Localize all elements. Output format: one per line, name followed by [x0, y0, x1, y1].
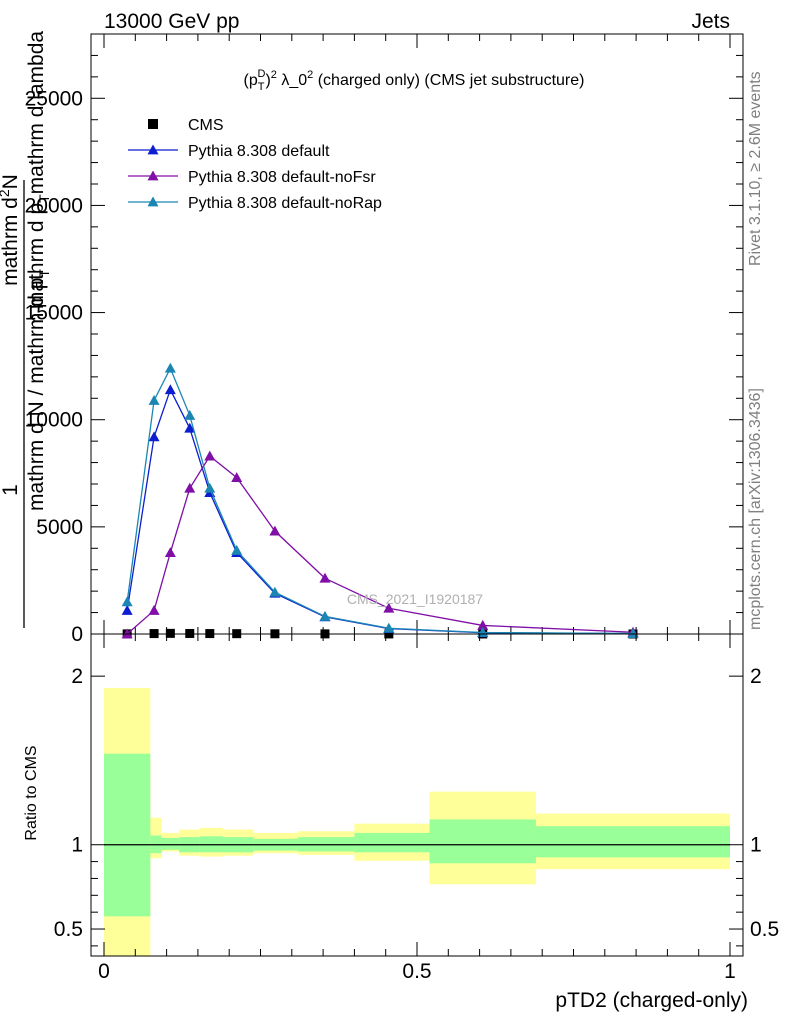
ratio-stat-band: [535, 826, 730, 858]
main-y-tick-label: 5000: [36, 516, 83, 539]
watermark: CMS_2021_I1920187: [347, 591, 483, 607]
x-axis-label: pTD2 (charged-only): [555, 989, 748, 1012]
x-tick-label: 0: [98, 960, 110, 983]
legend-item: Pythia 8.308 default: [128, 143, 330, 160]
mcplots-label: mcplots.cern.ch [arXiv:1306.3436]: [747, 388, 764, 630]
data-point-triangle: [383, 602, 395, 613]
legend-label: CMS: [188, 117, 224, 134]
data-point-triangle: [184, 422, 196, 433]
data-point-triangle: [121, 604, 133, 615]
data-point-triangle: [231, 544, 243, 555]
ylabel-num2-rest: N: [0, 174, 22, 189]
main-y-tick-label: 25000: [25, 87, 83, 110]
title-sup: D: [257, 68, 265, 80]
series-2: [121, 450, 639, 639]
ratio-stat-band: [354, 832, 430, 853]
data-point-triangle: [164, 384, 176, 395]
main-y-tick-label: 10000: [25, 409, 83, 432]
ylabel-numerator: 1: [0, 484, 22, 496]
data-point-triangle: [164, 547, 176, 557]
header-right: Jets: [691, 10, 730, 33]
data-point-triangle: [184, 409, 196, 420]
header-left: 13000 GeV pp: [104, 10, 239, 33]
title-sub: T: [258, 81, 265, 93]
data-point-triangle: [231, 472, 243, 482]
x-tick-label: 1: [724, 960, 736, 983]
ratio-y-tick-label-left: 2: [71, 665, 83, 688]
ratio-y-tick-label-left: 1: [71, 834, 83, 857]
legend-label: Pythia 8.308 default-noFsr: [188, 169, 376, 186]
legend-marker-triangle: [147, 144, 159, 155]
ratio-y-tick-label-left: 0.5: [54, 918, 83, 941]
legend-label: Pythia 8.308 default-noRap: [188, 195, 382, 212]
svg-text:1: 1: [0, 484, 22, 496]
ylabel-den2-pre: mathrm d p: [25, 203, 48, 309]
ylabel-den2-rest: mathrm d lambda: [25, 31, 48, 195]
data-point-square: [165, 628, 175, 638]
data-point-square: [185, 628, 195, 638]
title-close: ): [265, 72, 270, 89]
ratio-plot-frame: [90, 633, 744, 957]
data-point-triangle: [477, 619, 489, 630]
legend-marker-triangle: [147, 170, 159, 181]
ratio-stat-band: [429, 819, 536, 864]
ylabel-num2-sup: 2: [0, 189, 12, 197]
ratio-y-axis-label: Ratio to CMS: [23, 745, 40, 840]
ratio-stat-band: [161, 837, 180, 850]
chart-title: (pTD)2 λ_02 (charged only) (CMS jet subs…: [244, 68, 585, 93]
series-line: [126, 455, 633, 635]
ylabel-den-sub: T: [36, 269, 52, 278]
main-axis-ticks: 0 5000 10000 15000 20000 25000: [25, 34, 743, 646]
data-point-triangle: [319, 572, 331, 583]
ylabel-num2: mathrm d: [0, 197, 22, 286]
rivet-version-label: Rivet 3.1.10, ≥ 2.6M events: [747, 71, 764, 266]
svg-text:mathrm d N / mathrm d pT: mathrm d N / mathrm d pT: [25, 269, 52, 511]
legend-item: Pythia 8.308 default-noFsr: [128, 169, 376, 186]
title-lambda-square: 2: [307, 69, 313, 81]
data-point-triangle: [383, 622, 395, 633]
title-tail: (charged only) (CMS jet substructure): [313, 72, 584, 89]
data-point-triangle: [204, 450, 216, 461]
ratio-y-tick-label-right: 2: [750, 665, 762, 688]
ylabel-den-pre: mathrm d N / mathrm d p: [25, 278, 48, 511]
data-point-triangle: [121, 596, 133, 607]
series-3: [121, 362, 639, 638]
title-lambda: λ_0: [277, 72, 307, 89]
data-point-triangle: [204, 482, 216, 493]
legend-marker-triangle: [147, 196, 159, 207]
x-tick-label: 0.5: [402, 960, 431, 983]
legend-item: Pythia 8.308 default-noRap: [128, 195, 382, 212]
data-point-triangle: [269, 586, 281, 597]
ratio-bands: [104, 687, 730, 956]
ylabel-den2-sub: T: [36, 194, 52, 203]
data-point-triangle: [121, 628, 133, 639]
svg-text:mathrm d2N: mathrm d2N: [0, 174, 22, 286]
legend-item: CMS: [148, 117, 224, 134]
legend-marker-square: [148, 119, 158, 129]
main-y-tick-label: 15000: [25, 302, 83, 325]
data-point-triangle: [164, 362, 176, 373]
data-point-triangle: [319, 610, 331, 621]
main-y-tick-label: 20000: [25, 194, 83, 217]
data-point-triangle: [184, 482, 196, 493]
svg-text:mathrm d pTmathrm d lambda: mathrm d pTmathrm d lambda: [25, 31, 52, 309]
data-point-triangle: [148, 394, 160, 405]
data-point-triangle: [269, 525, 281, 536]
ratio-panel: 0.5 0.5 1 1 2 2 0 0.5 1 Ratio to CMS pTD2 (charg…: [23, 633, 779, 1012]
ratio-y-tick-label-right: 1: [750, 834, 762, 857]
ratio-stat-band: [104, 753, 151, 917]
main-y-axis-label: 1 mathrm d N / mathrm d pT mathrm d2N ma…: [0, 31, 52, 628]
title-base: (p: [244, 72, 258, 89]
title-square: 2: [271, 69, 277, 81]
data-point-triangle: [148, 431, 160, 442]
main-series: [121, 362, 639, 639]
legend: CMS Pythia 8.308 default Pythia 8.308 defa…: [128, 117, 382, 212]
legend-label: Pythia 8.308 default: [188, 143, 330, 160]
main-y-tick-label: 0: [71, 623, 83, 646]
ratio-axis-ticks: 0.5 0.5 1 1 2 2 0 0.5 1: [54, 634, 779, 983]
ratio-y-tick-label-right: 0.5: [750, 918, 779, 941]
data-point-triangle: [148, 604, 160, 615]
